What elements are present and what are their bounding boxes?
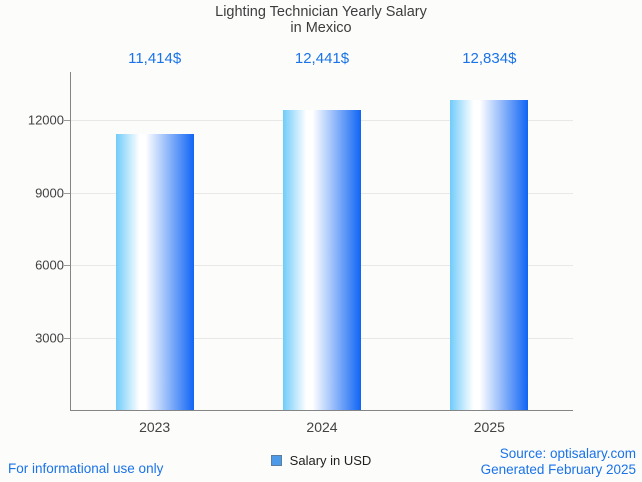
bar-2023[interactable] xyxy=(115,134,194,410)
x-tick-label-2025: 2025 xyxy=(473,419,505,435)
y-tick-label-6000: 6000 xyxy=(35,257,64,273)
x-tick-label-2024: 2024 xyxy=(306,419,338,435)
y-tick-label-9000: 9000 xyxy=(35,185,64,201)
y-axis-line xyxy=(70,72,71,410)
source-text: Source: optisalary.com xyxy=(499,446,636,461)
legend: Salary in USD xyxy=(0,453,642,468)
x-axis-line xyxy=(70,410,573,411)
y-tick-9000 xyxy=(64,192,70,194)
plot-area: 3000 6000 9000 12000 11,414$ 2023 12,441$ 2024… xyxy=(28,50,573,435)
generated-text: Generated February 2025 xyxy=(480,462,636,477)
chart-title-line2: in Mexico xyxy=(290,20,352,36)
chart-title: Lighting Technician Yearly Salary in Mex… xyxy=(0,4,642,36)
bar-value-label-2023: 11,414$ xyxy=(128,50,182,67)
chart-title-line1: Lighting Technician Yearly Salary xyxy=(215,4,427,20)
y-tick-label-12000: 12000 xyxy=(27,112,64,128)
bar-2025[interactable] xyxy=(450,100,529,410)
x-tick-label-2023: 2023 xyxy=(139,419,171,435)
source-info: Source: optisalary.com Generated Februar… xyxy=(481,446,636,478)
y-tick-label-3000: 3000 xyxy=(35,330,64,346)
bar-2024[interactable] xyxy=(283,109,361,410)
y-tick-6000 xyxy=(64,265,70,267)
bar-value-label-2025: 12,834$ xyxy=(462,50,517,67)
bar-value-label-2024: 12,441$ xyxy=(294,50,350,67)
legend-label: Salary in USD xyxy=(289,453,372,468)
y-tick-3000 xyxy=(64,337,70,339)
y-tick-12000 xyxy=(64,120,70,122)
disclaimer-text: For informational use only xyxy=(8,461,164,476)
legend-marker-icon xyxy=(270,455,282,466)
